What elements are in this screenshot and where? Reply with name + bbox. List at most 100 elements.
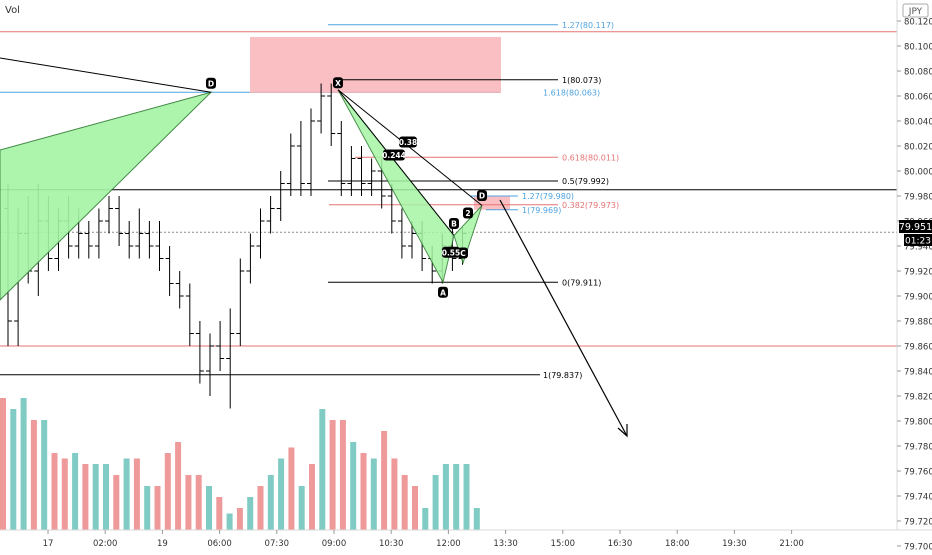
time-tick-label: 12:00 [436, 539, 461, 549]
volume-bar [0, 398, 6, 530]
time-tick-label: 16:30 [608, 539, 633, 549]
point-left-d-text: D [208, 79, 214, 88]
point-c-text: C [460, 249, 466, 258]
level-lines-layer: 1.27(80.117) 1.618(80.063) 1(80.073) 0.618(… [0, 21, 897, 380]
volume-bar [350, 442, 357, 530]
xd-line [337, 89, 483, 206]
fib-127-top-label: 1.27(80.117) [562, 21, 614, 30]
volume-bar [216, 497, 223, 530]
ratio-bc-text: 0.55 [442, 248, 461, 257]
time-tick-label: 06:00 [207, 539, 232, 549]
price-tick-label: 79.720 [904, 518, 932, 528]
point-b-text: B [451, 220, 457, 229]
small-label-text: 2 [465, 209, 470, 218]
ratio-xb-box [399, 136, 417, 148]
volume-bar [453, 464, 460, 530]
ratio-xb-text: 0.38 [399, 138, 418, 147]
time-tick-label: 21:00 [779, 539, 804, 549]
price-tick-label: 79.780 [904, 443, 932, 453]
volume-bar [61, 458, 68, 530]
volume-layer [0, 398, 480, 530]
volume-bar [185, 475, 192, 530]
volume-bar [298, 486, 305, 530]
price-tick-label: 79.940 [904, 243, 932, 253]
price-tick-label: 80.020 [904, 143, 932, 153]
time-tick-label: 13:30 [493, 539, 518, 549]
volume-bar [92, 464, 99, 530]
point-left-d-box [206, 77, 216, 89]
volume-bar [133, 458, 140, 530]
price-tick-label: 79.860 [904, 343, 932, 353]
projection-arrow-head [617, 424, 628, 438]
point-d-text: D [479, 192, 485, 201]
volume-bar [370, 458, 377, 530]
timer-badge [904, 234, 932, 246]
price-tick-label: 80.040 [904, 118, 932, 128]
fib-05-label: 0.5(79.992) [562, 177, 609, 186]
harmonic-pattern-layer: D X A B C D 0.38 0.244 0.55 2 [0, 57, 628, 438]
price-tick-label: 79.880 [904, 318, 932, 328]
time-tick-label: 19 [157, 539, 168, 549]
volume-bar [41, 420, 48, 530]
time-tick-label: 02:00 [93, 539, 118, 549]
volume-bar [236, 508, 243, 530]
sell-zone-top [250, 37, 501, 93]
currency-label: JPY [908, 7, 923, 17]
time-tick-label: 18:00 [665, 539, 690, 549]
volume-bar [20, 398, 27, 530]
volume-bar [144, 486, 151, 530]
volume-bar [319, 409, 326, 530]
price-tick-label: 79.740 [904, 493, 932, 503]
volume-bar [10, 409, 17, 530]
volume-bar [381, 431, 388, 530]
indicator-label: Vol [5, 5, 20, 16]
volume-bar [412, 486, 418, 530]
left-pattern-leg [0, 57, 212, 93]
ratio-bc-box [442, 246, 460, 258]
price-tick-label: 79.760 [904, 468, 932, 478]
price-tick-label: 80.060 [904, 93, 932, 103]
price-tick-label: 80.100 [904, 43, 932, 53]
volume-bar [267, 475, 274, 530]
volume-bar [432, 475, 439, 530]
ratio-ac-box [383, 149, 405, 161]
point-x-text: X [335, 79, 341, 88]
volume-bar [473, 508, 480, 530]
currency-box[interactable] [902, 3, 929, 18]
volume-bar [113, 475, 120, 530]
time-tick-label: 15:00 [551, 539, 576, 549]
price-tick-label: 80.080 [904, 68, 932, 78]
volume-bar [82, 464, 89, 530]
volume-bar [288, 447, 295, 530]
volume-bar [195, 475, 202, 530]
volume-bar [123, 458, 130, 530]
a-level-label: 0(79.911) [562, 278, 601, 287]
low-level-label: 1(79.837) [543, 371, 582, 380]
ratio-ac-text: 0.244 [382, 151, 406, 160]
xab-triangle [337, 89, 455, 284]
small-label-box [463, 207, 473, 219]
time-tick-label: 09:00 [322, 539, 347, 549]
time-axis[interactable]: 17 02:00 19 06:00 07:30 09:00 10:30 12:00 13:30 1… [0, 529, 932, 549]
fib-0382-label: 0.382(79.973) [562, 201, 619, 210]
volume-bar [30, 420, 37, 530]
price-axis[interactable]: 80.120 80.100 80.080 80.060 80.040 80.020 80.0… [896, 0, 932, 553]
time-tick-label: 10:30 [379, 539, 404, 549]
fib-1-d-label: 1(79.969) [522, 206, 561, 215]
x-level-label: 1(80.073) [562, 76, 601, 85]
price-tick-label: 80.000 [904, 168, 932, 178]
price-tick-label: 79.900 [904, 293, 932, 303]
point-d-box [477, 190, 487, 201]
price-tick-label: 79.980 [904, 193, 932, 203]
fib-127-d-label: 1.27(79.980) [522, 192, 574, 201]
volume-bar [175, 442, 182, 530]
last-price-badge [899, 220, 932, 233]
price-tick-label: 79.820 [904, 393, 932, 403]
price-tick-label: 79.920 [904, 268, 932, 278]
timer-text: 01:23 [905, 237, 931, 247]
point-b-box [449, 218, 459, 229]
price-tick-label: 80.120 [904, 18, 932, 28]
volume-bar [329, 420, 336, 530]
